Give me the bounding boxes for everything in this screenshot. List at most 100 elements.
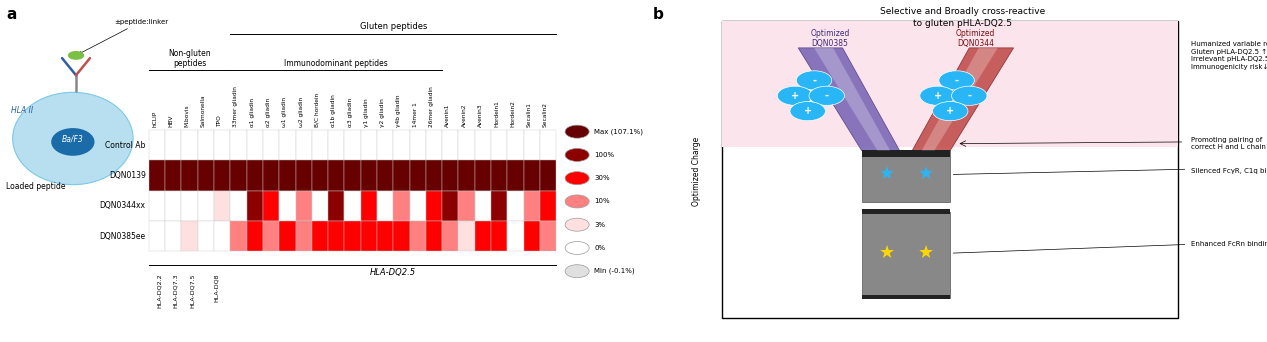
Text: a: a <box>6 7 16 22</box>
Text: Immunodominant peptides: Immunodominant peptides <box>284 60 388 68</box>
Bar <box>181 191 198 221</box>
Circle shape <box>920 86 955 105</box>
Bar <box>361 130 378 160</box>
Bar <box>150 221 165 251</box>
Circle shape <box>565 172 589 185</box>
Bar <box>165 221 181 251</box>
Bar <box>507 130 523 160</box>
Bar <box>862 150 950 202</box>
Bar <box>328 130 345 160</box>
Text: Optimized
DQN0344: Optimized DQN0344 <box>955 29 996 49</box>
Text: ω1 gliadin: ω1 gliadin <box>283 97 288 127</box>
Bar <box>312 221 328 251</box>
Text: HBV: HBV <box>169 115 174 127</box>
Circle shape <box>952 86 987 105</box>
Bar <box>264 130 279 160</box>
Bar <box>198 191 214 221</box>
Text: HLA-DQ7.3: HLA-DQ7.3 <box>174 274 179 308</box>
Bar <box>150 160 165 191</box>
Text: α2 gliadin: α2 gliadin <box>266 98 271 127</box>
Text: ★: ★ <box>917 166 934 183</box>
Bar <box>862 150 950 154</box>
Text: +: + <box>791 91 799 101</box>
Bar <box>231 130 247 160</box>
Text: 33mer gliadin: 33mer gliadin <box>233 86 238 127</box>
Text: ω2 gliadin: ω2 gliadin <box>299 97 304 127</box>
Bar <box>231 221 247 251</box>
Bar <box>214 221 231 251</box>
Circle shape <box>791 102 826 121</box>
Bar <box>475 191 492 221</box>
Bar <box>540 221 556 251</box>
Bar <box>231 160 247 191</box>
Circle shape <box>565 218 589 231</box>
Bar <box>426 130 442 160</box>
Bar <box>247 160 264 191</box>
Bar <box>361 160 378 191</box>
Polygon shape <box>813 48 889 150</box>
Text: Min (-0.1%): Min (-0.1%) <box>594 268 635 275</box>
Bar <box>328 160 345 191</box>
Text: α1 gliadin: α1 gliadin <box>250 98 255 127</box>
Circle shape <box>565 148 589 161</box>
Bar <box>165 130 181 160</box>
Bar <box>279 191 295 221</box>
Text: hCLIP: hCLIP <box>152 111 157 127</box>
Polygon shape <box>922 48 998 150</box>
Text: M.bovis: M.bovis <box>185 105 190 127</box>
Text: Non-gluten
peptides: Non-gluten peptides <box>169 49 210 68</box>
Text: Optimized
DQN0385: Optimized DQN0385 <box>810 29 850 49</box>
Circle shape <box>797 71 831 90</box>
Bar <box>409 130 426 160</box>
Text: γ2 gliadin: γ2 gliadin <box>380 98 385 127</box>
Bar <box>279 221 295 251</box>
Bar <box>264 160 279 191</box>
Text: Optimized Charge: Optimized Charge <box>692 136 702 206</box>
Text: HLA-DQ7.5: HLA-DQ7.5 <box>190 274 195 308</box>
Bar <box>312 191 328 221</box>
Text: Max (107.1%): Max (107.1%) <box>594 128 644 135</box>
Text: Avenin1: Avenin1 <box>445 104 450 127</box>
Text: α1b gliadin: α1b gliadin <box>331 94 336 127</box>
Bar <box>378 160 393 191</box>
Bar <box>378 191 393 221</box>
Circle shape <box>777 86 813 105</box>
Text: +: + <box>946 106 954 116</box>
Bar <box>247 221 264 251</box>
Text: ±peptide:linker: ±peptide:linker <box>79 18 169 54</box>
Bar <box>492 130 507 160</box>
Circle shape <box>565 125 589 138</box>
Bar <box>181 130 198 160</box>
Bar <box>862 295 950 299</box>
Bar <box>475 221 492 251</box>
Bar <box>150 191 165 221</box>
Circle shape <box>565 265 589 278</box>
Bar <box>214 160 231 191</box>
Bar <box>459 160 475 191</box>
Bar <box>378 130 393 160</box>
Bar <box>312 130 328 160</box>
Bar <box>507 221 523 251</box>
Bar <box>492 191 507 221</box>
Text: b: b <box>653 7 664 22</box>
Text: Hordein1: Hordein1 <box>494 101 499 127</box>
Circle shape <box>808 86 844 105</box>
Text: Secalin1: Secalin1 <box>527 102 532 127</box>
Bar <box>231 191 247 221</box>
Text: DQN0344xx: DQN0344xx <box>100 201 146 210</box>
Bar <box>295 221 312 251</box>
Text: 3%: 3% <box>594 222 606 228</box>
Text: ★: ★ <box>878 244 895 262</box>
Bar <box>492 221 507 251</box>
Bar <box>393 160 409 191</box>
Bar <box>409 160 426 191</box>
Bar <box>409 191 426 221</box>
Bar <box>150 130 165 160</box>
Bar <box>523 191 540 221</box>
Text: DQN0139: DQN0139 <box>109 171 146 180</box>
Bar <box>198 221 214 251</box>
Bar <box>345 160 361 191</box>
Bar <box>523 160 540 191</box>
Bar <box>198 130 214 160</box>
Text: Enhanced FcRn binding: Enhanced FcRn binding <box>1191 241 1267 247</box>
